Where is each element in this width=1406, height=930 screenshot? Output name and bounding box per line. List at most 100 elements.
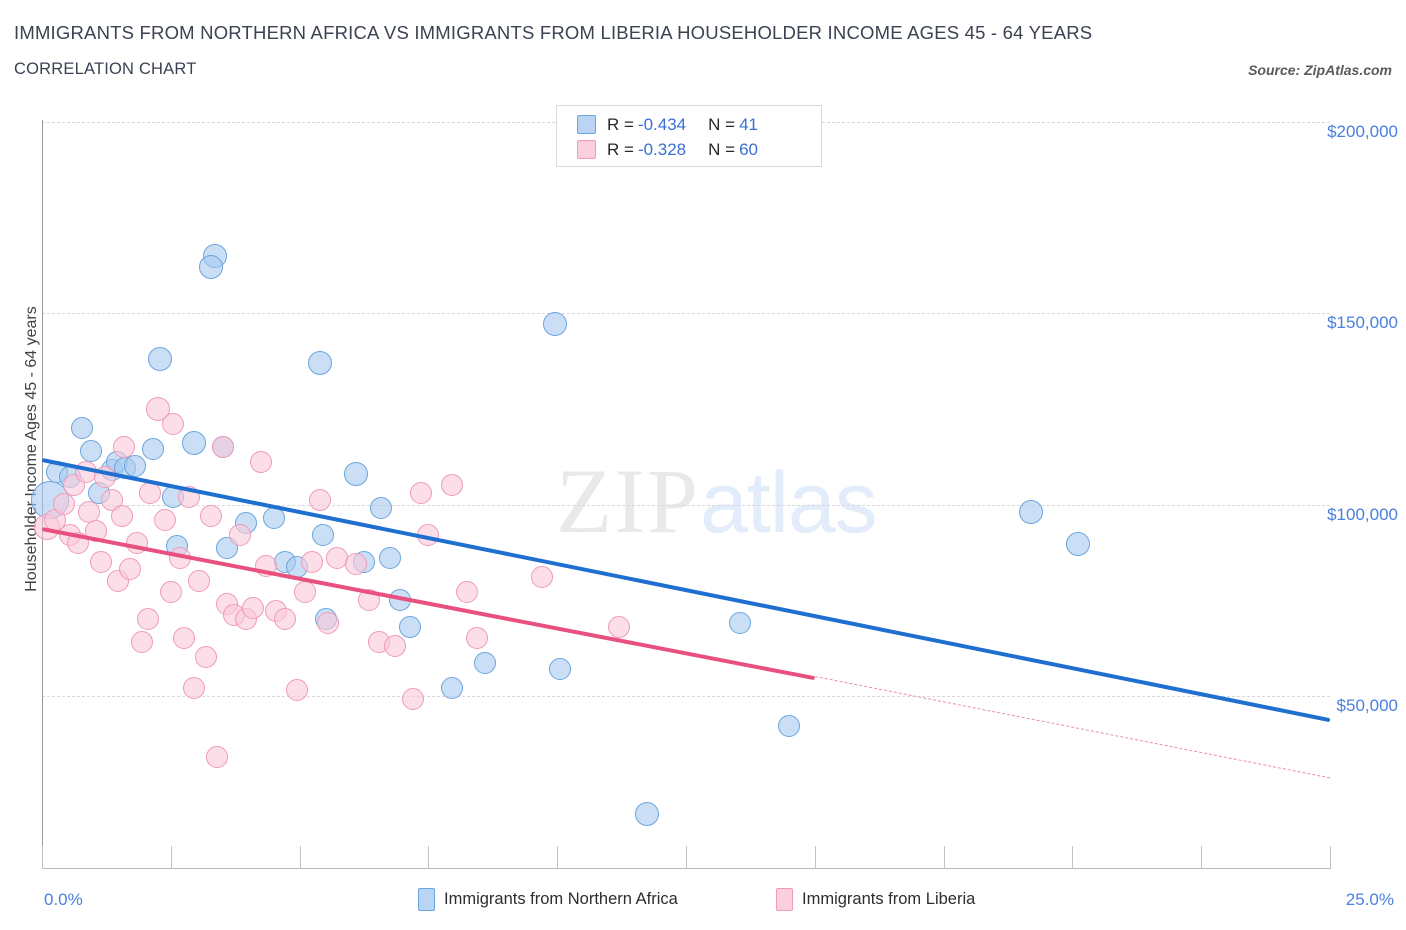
scatter-point[interactable] (308, 350, 333, 375)
legend-item-liberia[interactable]: Immigrants from Liberia (776, 888, 975, 911)
scatter-point[interactable] (474, 652, 497, 675)
x-axis-tick (557, 846, 559, 868)
x-axis-tick (299, 846, 301, 868)
scatter-point[interactable] (409, 481, 432, 504)
scatter-point[interactable] (90, 550, 113, 573)
x-axis-line (42, 868, 1331, 869)
scatter-point[interactable] (378, 546, 401, 569)
legend-label-liberia: Immigrants from Liberia (802, 890, 976, 908)
x-tick-label-min: 0.0% (44, 890, 83, 909)
scatter-point[interactable] (548, 657, 571, 680)
scatter-point[interactable] (110, 504, 133, 527)
scatter-point[interactable] (440, 676, 463, 699)
scatter-point[interactable] (181, 431, 206, 456)
scatter-point[interactable] (440, 474, 463, 497)
x-axis-tick (428, 846, 430, 868)
legend-swatch-northern-africa-bottom (418, 888, 435, 911)
scatter-point[interactable] (249, 451, 272, 474)
r-key-pink: R = (607, 139, 634, 159)
r-value-blue: -0.434 (637, 114, 687, 134)
scatter-point[interactable] (118, 558, 141, 581)
scatter-point[interactable] (71, 416, 94, 439)
scatter-point[interactable] (274, 608, 297, 631)
y-tick-label: $50,000 (1336, 696, 1398, 715)
scatter-point[interactable] (608, 615, 631, 638)
r-value-pink: -0.328 (637, 139, 687, 159)
scatter-point[interactable] (401, 688, 424, 711)
n-key-pink: N = (708, 139, 736, 159)
scatter-point[interactable] (148, 346, 173, 371)
scatter-point[interactable] (370, 497, 392, 520)
scatter-point[interactable] (194, 646, 217, 669)
scatter-point[interactable] (182, 676, 205, 699)
scatter-point[interactable] (1065, 532, 1090, 557)
gridline (42, 313, 1330, 315)
scatter-point[interactable] (136, 608, 159, 631)
scatter-point[interactable] (123, 455, 146, 477)
scatter-point[interactable] (530, 565, 553, 588)
scatter-point[interactable] (212, 435, 235, 458)
scatter-point[interactable] (188, 569, 211, 592)
scatter-point[interactable] (286, 678, 309, 701)
legend-item-northern-africa[interactable]: Immigrants from Northern Africa (418, 888, 678, 911)
scatter-point[interactable] (113, 435, 136, 458)
x-axis-tick (686, 846, 687, 868)
stats-legend-row-blue: R = -0.434 N = 41 (557, 112, 821, 137)
x-axis-tick (1330, 846, 1331, 868)
scatter-point[interactable] (229, 523, 252, 546)
scatter-point[interactable] (199, 504, 222, 527)
gridline (42, 696, 1330, 697)
n-key-blue: N = (708, 114, 736, 134)
scatter-point[interactable] (159, 581, 182, 604)
scatter-point[interactable] (316, 611, 339, 634)
scatter-point[interactable] (542, 312, 567, 337)
scatter-point[interactable] (141, 437, 164, 460)
scatter-point[interactable] (162, 412, 185, 435)
scatter-point[interactable] (466, 627, 489, 650)
scatter-point[interactable] (345, 552, 368, 575)
scatter-point[interactable] (778, 715, 801, 738)
plot-area (42, 120, 1330, 868)
legend-swatch-northern-africa (577, 115, 596, 134)
scatter-point[interactable] (206, 745, 229, 768)
x-axis-tick (1201, 846, 1203, 868)
legend-swatch-liberia (577, 140, 596, 159)
x-axis-tick (170, 846, 172, 868)
legend-label-northern-africa: Immigrants from Northern Africa (444, 890, 678, 908)
y-tick-label: $150,000 (1327, 313, 1398, 333)
x-axis-tick (1072, 846, 1074, 868)
x-tick-label-max: 25.0% (1345, 890, 1394, 909)
n-value-blue: 41 (739, 114, 758, 134)
scatter-point[interactable] (635, 802, 660, 827)
scatter-point[interactable] (79, 439, 102, 462)
scatter-point[interactable] (198, 255, 223, 280)
scatter-point[interactable] (172, 627, 195, 650)
y-tick-label: $200,000 (1327, 122, 1398, 141)
scatter-point[interactable] (344, 461, 369, 486)
scatter-point[interactable] (301, 550, 324, 573)
x-axis-tick (943, 846, 945, 868)
source-label: Source: ZipAtlas.com (1248, 62, 1392, 78)
scatter-point[interactable] (131, 631, 154, 654)
x-axis-tick (42, 846, 43, 868)
x-axis-tick (814, 846, 816, 868)
scatter-point[interactable] (311, 523, 334, 546)
scatter-point[interactable] (153, 508, 176, 531)
scatter-point[interactable] (52, 493, 75, 516)
y-axis-title: Householder Income Ages 45 - 64 years (23, 306, 40, 592)
scatter-point[interactable] (309, 489, 332, 512)
page-subtitle: CORRELATION CHART (14, 60, 197, 78)
gridline (42, 504, 1330, 506)
scatter-point[interactable] (399, 615, 422, 638)
scatter-point[interactable] (242, 596, 265, 619)
n-value-pink: 60 (739, 139, 758, 159)
scatter-point[interactable] (293, 581, 316, 604)
scatter-point[interactable] (456, 581, 479, 604)
legend-swatch-liberia-bottom (776, 888, 793, 911)
stats-legend-row-pink: R = -0.328 N = 60 (557, 137, 821, 162)
scatter-point[interactable] (1019, 499, 1044, 524)
scatter-point[interactable] (729, 611, 752, 634)
stats-legend: R = -0.434 N = 41 R = -0.328 N = 60 (556, 105, 822, 167)
scatter-point[interactable] (383, 634, 406, 657)
